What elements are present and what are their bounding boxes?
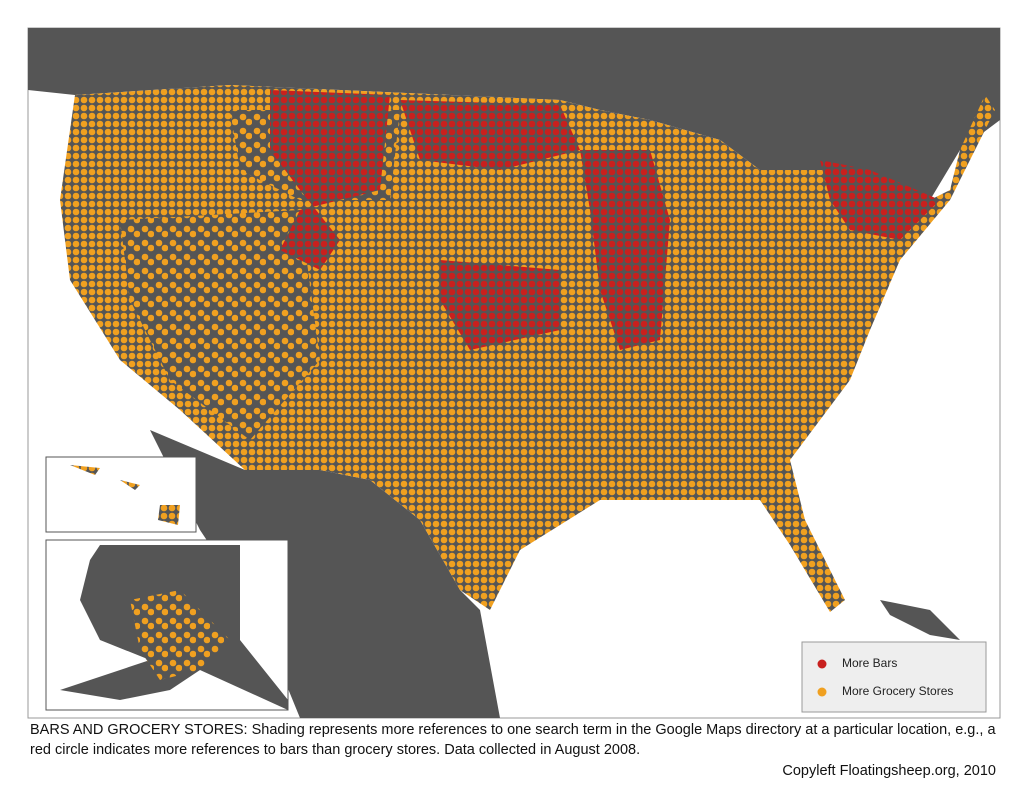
map: More Bars More Grocery Stores	[27, 27, 1001, 719]
canada	[28, 28, 1000, 200]
legend-marker	[817, 659, 827, 669]
mexico	[150, 430, 500, 718]
bars-montana	[270, 90, 390, 270]
alaska-dots	[130, 590, 230, 680]
legend-label: More Bars	[842, 656, 897, 670]
caption: BARS AND GROCERY STORES: Shading represe…	[30, 722, 996, 758]
cuba	[880, 600, 960, 640]
legend-label: More Grocery Stores	[842, 684, 953, 698]
bars-wisconsin	[580, 150, 670, 350]
legend-marker	[817, 687, 827, 697]
bars-dakotas	[400, 100, 580, 170]
hawaii	[70, 465, 180, 525]
sparse-west	[120, 210, 320, 440]
legend	[801, 641, 987, 713]
credit: Copyleft Floatingsheep.org, 2010	[782, 763, 996, 779]
bars-plains	[440, 260, 560, 350]
bars-northeast	[820, 160, 940, 240]
